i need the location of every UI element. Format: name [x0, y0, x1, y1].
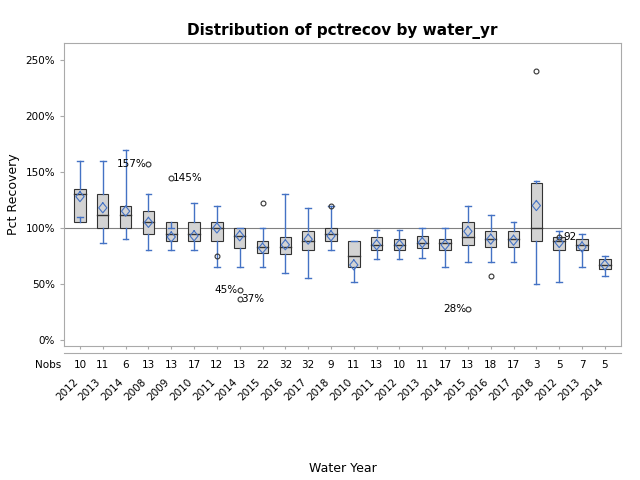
- Text: 13: 13: [142, 360, 155, 370]
- Text: 22: 22: [256, 360, 269, 370]
- Text: 2011: 2011: [191, 377, 217, 403]
- Text: 2016: 2016: [260, 377, 285, 403]
- Y-axis label: Pct Recovery: Pct Recovery: [7, 154, 20, 235]
- Text: 2014: 2014: [100, 377, 125, 403]
- Text: 2014: 2014: [579, 377, 605, 403]
- Text: 2012: 2012: [534, 377, 559, 403]
- Bar: [211, 222, 223, 241]
- Text: 2009: 2009: [146, 377, 172, 402]
- Text: 92: 92: [563, 232, 577, 242]
- Text: 157%: 157%: [117, 159, 147, 169]
- Text: 2014: 2014: [214, 377, 240, 403]
- Text: 2008: 2008: [123, 377, 148, 402]
- Text: 17: 17: [188, 360, 201, 370]
- Text: 45%: 45%: [215, 285, 238, 295]
- Text: 11: 11: [415, 360, 429, 370]
- Text: 3: 3: [533, 360, 540, 370]
- Bar: [74, 189, 86, 222]
- Text: 2011: 2011: [351, 377, 376, 403]
- Text: 28%: 28%: [443, 304, 466, 313]
- Text: 11: 11: [347, 360, 360, 370]
- Text: 7: 7: [579, 360, 586, 370]
- Bar: [303, 231, 314, 251]
- Text: 2015: 2015: [442, 377, 468, 403]
- Text: 145%: 145%: [173, 173, 203, 182]
- Bar: [485, 231, 497, 247]
- Bar: [599, 259, 611, 269]
- Bar: [188, 222, 200, 241]
- Text: 2010: 2010: [168, 377, 194, 402]
- Text: 5: 5: [602, 360, 608, 370]
- Text: Nobs: Nobs: [35, 360, 61, 370]
- Text: Water Year: Water Year: [308, 462, 376, 475]
- Text: 10: 10: [74, 360, 86, 370]
- Text: 2010: 2010: [328, 377, 354, 402]
- Bar: [97, 194, 109, 228]
- Text: 2015: 2015: [237, 377, 262, 403]
- Text: 13: 13: [233, 360, 246, 370]
- Bar: [576, 239, 588, 251]
- Text: 6: 6: [122, 360, 129, 370]
- Text: 32: 32: [279, 360, 292, 370]
- Text: 11: 11: [96, 360, 109, 370]
- Text: 18: 18: [484, 360, 497, 370]
- Text: 10: 10: [393, 360, 406, 370]
- Text: 2017: 2017: [488, 377, 513, 403]
- Text: 13: 13: [164, 360, 178, 370]
- Bar: [508, 231, 519, 247]
- Bar: [120, 205, 131, 228]
- Bar: [394, 239, 405, 251]
- Text: 2012: 2012: [54, 377, 80, 403]
- Bar: [257, 241, 268, 252]
- Text: 17: 17: [438, 360, 452, 370]
- Title: Distribution of pctrecov by water_yr: Distribution of pctrecov by water_yr: [187, 23, 498, 39]
- Bar: [554, 237, 565, 251]
- Bar: [371, 237, 382, 251]
- Bar: [325, 228, 337, 241]
- Bar: [280, 237, 291, 254]
- Bar: [143, 211, 154, 234]
- Bar: [234, 228, 245, 248]
- Text: 13: 13: [461, 360, 474, 370]
- Text: 32: 32: [301, 360, 315, 370]
- Text: 2017: 2017: [282, 377, 308, 403]
- Bar: [166, 222, 177, 241]
- Bar: [417, 236, 428, 248]
- Text: 13: 13: [370, 360, 383, 370]
- Bar: [462, 222, 474, 245]
- Text: 37%: 37%: [241, 294, 264, 303]
- Text: 2014: 2014: [419, 377, 445, 403]
- Text: 17: 17: [507, 360, 520, 370]
- Text: 5: 5: [556, 360, 563, 370]
- Text: 2018: 2018: [511, 377, 536, 403]
- Text: 12: 12: [211, 360, 223, 370]
- Text: 2013: 2013: [77, 377, 103, 403]
- Bar: [440, 239, 451, 251]
- Bar: [348, 241, 360, 267]
- Text: 2012: 2012: [374, 377, 399, 403]
- Bar: [531, 183, 542, 241]
- Text: 2013: 2013: [556, 377, 582, 403]
- Text: 2013: 2013: [397, 377, 422, 403]
- Text: 2016: 2016: [465, 377, 491, 403]
- Text: 2018: 2018: [305, 377, 331, 403]
- Text: 9: 9: [328, 360, 334, 370]
